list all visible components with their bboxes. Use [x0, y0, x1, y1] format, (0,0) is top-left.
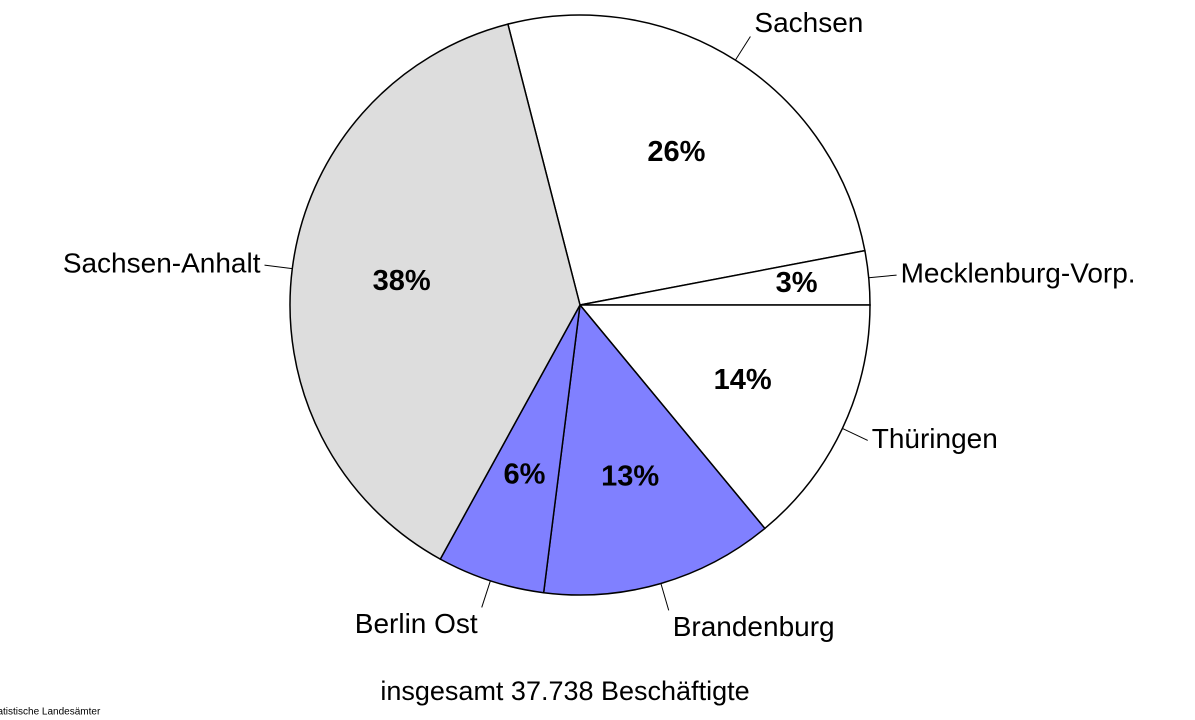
value-label: 14%	[714, 364, 772, 396]
slice-label: Sachsen	[754, 7, 863, 38]
annotation: insgesamt 37.738 Beschäftigte	[380, 676, 749, 706]
slice-label: Mecklenburg-Vorp.	[901, 257, 1136, 288]
leader-line	[264, 264, 293, 270]
slice-label: Berlin Ost	[355, 608, 478, 639]
pie-slice	[506, 14, 866, 306]
value-label: 3%	[776, 267, 818, 299]
slice-label: Sachsen-Anhalt	[63, 248, 261, 279]
leader-line	[868, 274, 897, 279]
slice-label: Brandenburg	[673, 611, 835, 642]
value-label: 6%	[503, 459, 545, 491]
leader-line	[481, 580, 491, 608]
value-label: 13%	[601, 460, 659, 492]
source: Statistische Landesämter	[0, 707, 101, 718]
leader-line	[734, 36, 751, 61]
pie-slice	[542, 303, 766, 596]
pie-slice	[289, 23, 581, 561]
value-label: 26%	[647, 136, 705, 168]
value-label: 38%	[373, 265, 431, 297]
slice-label: Thüringen	[872, 423, 998, 454]
leader-line	[842, 428, 868, 441]
leader-line	[660, 583, 670, 611]
